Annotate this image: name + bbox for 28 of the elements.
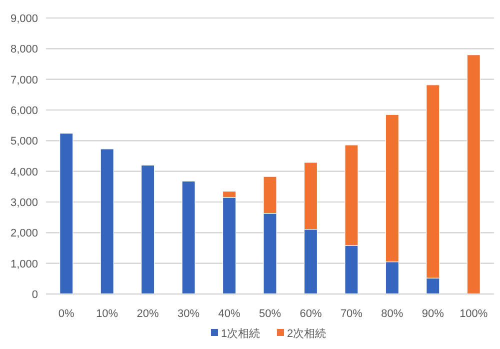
y-tick-label: 6,000 xyxy=(10,105,38,117)
legend-label: 1次相続 xyxy=(221,327,260,340)
x-tick-label: 70% xyxy=(340,308,363,320)
legend-label: 2次相続 xyxy=(287,327,326,340)
y-tick-label: 9,000 xyxy=(10,13,38,25)
bar xyxy=(182,180,196,294)
y-tick-label: 1,000 xyxy=(10,258,38,270)
y-tick-label: 8,000 xyxy=(10,44,38,56)
x-tick-label: 20% xyxy=(136,308,160,320)
y-tick-label: 3,000 xyxy=(10,197,38,209)
y-tick-label: 5,000 xyxy=(10,136,38,148)
bar xyxy=(100,148,114,294)
y-tick-label: 7,000 xyxy=(10,74,38,86)
y-tick-label: 0 xyxy=(32,289,38,301)
x-tick-label: 80% xyxy=(381,308,404,320)
x-tick-label: 60% xyxy=(300,308,322,320)
x-tick-label: 50% xyxy=(258,308,282,320)
x-tick-label: 90% xyxy=(422,308,444,320)
x-tick-label: 0% xyxy=(58,308,75,320)
x-tick-label: 30% xyxy=(178,308,200,320)
y-tick-label: 4,000 xyxy=(10,166,38,178)
bar xyxy=(60,133,74,294)
x-tick-label: 100% xyxy=(460,308,488,320)
x-tick-label: 10% xyxy=(96,308,118,320)
y-tick-label: 2,000 xyxy=(10,228,38,240)
bar xyxy=(466,54,480,294)
bar xyxy=(141,164,155,294)
x-tick-label: 40% xyxy=(218,308,240,320)
